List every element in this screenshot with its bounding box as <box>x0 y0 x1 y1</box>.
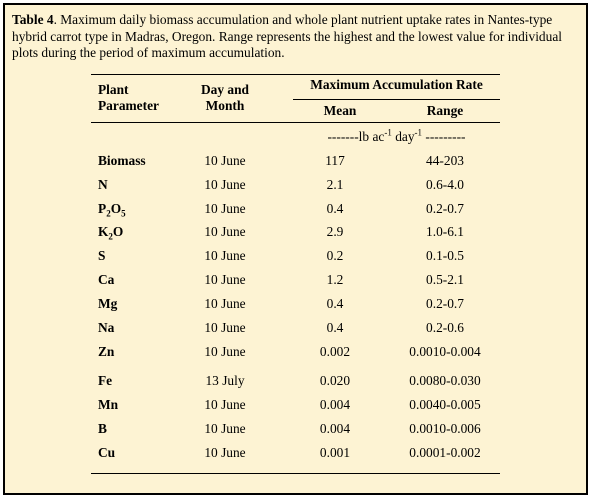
header-rule <box>91 122 500 123</box>
row-mean: 0.001 <box>319 445 351 460</box>
row-parameter: N <box>98 177 108 192</box>
header-month: Month <box>205 98 245 113</box>
row-range: 0.0010-0.006 <box>409 421 481 436</box>
row-date: 10 June <box>204 272 246 287</box>
row-mean: 0.020 <box>319 373 351 388</box>
row-range: 0.2-0.6 <box>426 320 464 335</box>
row-mean: 2.9 <box>326 224 344 239</box>
row-mean: 0.4 <box>326 320 344 335</box>
row-parameter: Ca <box>98 272 115 287</box>
row-parameter: Mn <box>98 397 119 412</box>
row-parameter: Cu <box>98 445 116 460</box>
row-date: 10 June <box>204 320 246 335</box>
row-parameter: B <box>98 421 107 436</box>
row-parameter: Na <box>98 320 115 335</box>
table-caption: Table 4. Maximum daily biomass accumulat… <box>12 12 578 62</box>
row-date: 10 June <box>204 153 246 168</box>
row-range: 1.0-6.1 <box>426 224 464 239</box>
table-label: Table 4 <box>12 12 54 27</box>
header-mean: Mean <box>323 103 357 118</box>
top-rule <box>91 74 500 75</box>
row-parameter: Mg <box>98 296 118 311</box>
row-range: 0.1-0.5 <box>426 248 464 263</box>
header-plant: Plant <box>98 82 129 97</box>
row-mean: 0.4 <box>326 201 344 216</box>
row-parameter: Fe <box>98 373 113 388</box>
bottom-rule <box>91 473 500 474</box>
row-parameter: P2O5 <box>98 201 126 219</box>
header-range: Range <box>426 103 464 118</box>
header-parameter: Parameter <box>98 98 159 113</box>
row-parameter: S <box>98 248 106 263</box>
row-mean: 0.4 <box>326 296 344 311</box>
row-range: 0.6-4.0 <box>426 177 464 192</box>
row-range: 44-203 <box>426 153 464 168</box>
row-mean: 0.004 <box>319 421 351 436</box>
row-date: 10 June <box>204 224 246 239</box>
header-max-rate: Maximum Accumulation Rate <box>310 77 483 92</box>
row-range: 0.5-2.1 <box>426 272 464 287</box>
row-range: 0.0001-0.002 <box>409 445 481 460</box>
units-row: -------lb ac-1 day-1 --------- <box>327 127 466 144</box>
row-mean: 0.004 <box>319 397 351 412</box>
row-mean: 1.2 <box>326 272 344 287</box>
row-range: 0.2-0.7 <box>426 296 464 311</box>
caption-text: . Maximum daily biomass accumulation and… <box>12 12 562 61</box>
row-date: 10 June <box>204 397 246 412</box>
row-parameter: Biomass <box>98 153 146 168</box>
row-date: 10 June <box>204 201 246 216</box>
row-date: 10 June <box>204 248 246 263</box>
row-range: 0.0080-0.030 <box>409 373 481 388</box>
row-mean: 0.2 <box>326 248 344 263</box>
table-frame: Table 4. Maximum daily biomass accumulat… <box>3 3 588 495</box>
row-date: 10 June <box>204 296 246 311</box>
row-mean: 2.1 <box>326 177 344 192</box>
row-range: 0.0040-0.005 <box>409 397 481 412</box>
row-date: 10 June <box>204 177 246 192</box>
row-range: 0.2-0.7 <box>426 201 464 216</box>
row-range: 0.0010-0.004 <box>409 344 481 359</box>
row-date: 10 June <box>204 445 246 460</box>
row-mean: 0.002 <box>319 344 351 359</box>
row-date: 10 June <box>204 421 246 436</box>
group-rule <box>293 99 500 100</box>
row-parameter: Zn <box>98 344 115 359</box>
row-date: 13 July <box>205 373 245 388</box>
header-day-and: Day and <box>201 82 249 97</box>
row-mean: 117 <box>325 153 345 168</box>
row-parameter: K2O <box>98 224 124 242</box>
row-date: 10 June <box>204 344 246 359</box>
